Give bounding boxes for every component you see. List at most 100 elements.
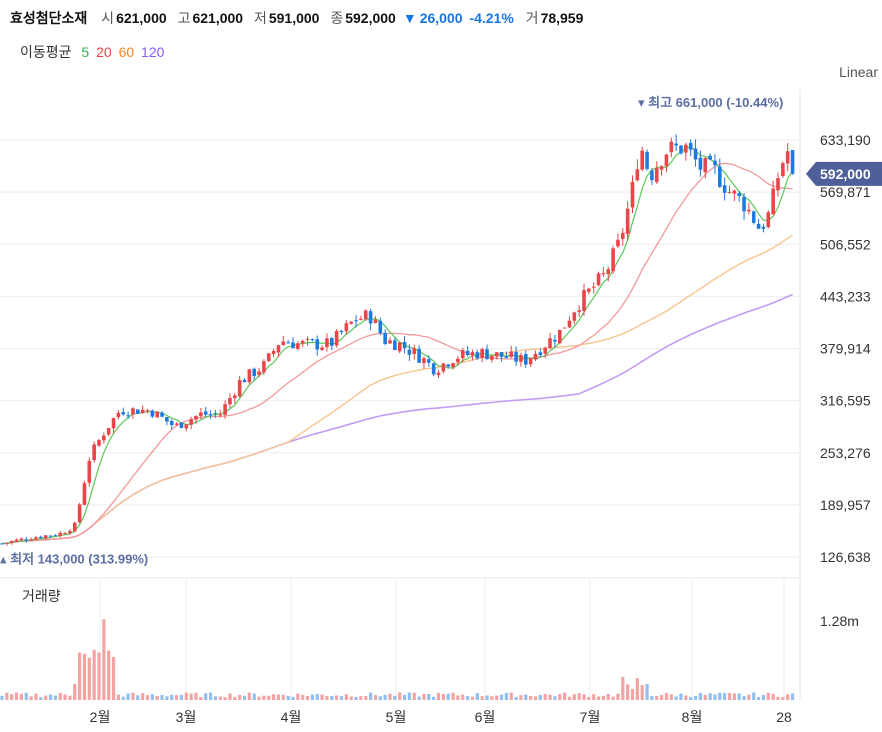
volume-bar [635, 678, 639, 700]
volume-bar [664, 692, 669, 700]
low-value: 591,000 [268, 10, 320, 26]
candle-body [504, 356, 509, 358]
moving-average-legend[interactable]: 이동평균 5 20 60 120 [20, 42, 167, 62]
volume-bar [727, 692, 732, 700]
volume-bar [771, 694, 775, 700]
candle-body [286, 342, 290, 344]
all-time-high-annotation: ▾ 최고 661,000 (-10.44%) [638, 95, 783, 110]
volume-bar [179, 694, 184, 700]
volume-bar [713, 694, 717, 700]
volume-bar [514, 697, 518, 700]
candle-body [334, 331, 339, 346]
high-value: 621,000 [192, 10, 244, 26]
open-value: 621,000 [116, 10, 167, 26]
volume-bar [29, 696, 33, 700]
moving-average-lines [1, 146, 794, 545]
volume-bar [97, 652, 101, 700]
candle-body [24, 539, 29, 541]
volume-bar [790, 693, 795, 700]
ma-120-label[interactable]: 120 [141, 44, 165, 60]
candle-body [136, 409, 140, 414]
candle-body [131, 408, 135, 415]
volume-bar [669, 694, 673, 700]
ma-5-label[interactable]: 5 [81, 44, 90, 60]
candle-body [606, 269, 611, 275]
candle-body [475, 352, 480, 359]
candle-body [499, 352, 504, 357]
volume-bar [427, 693, 431, 700]
candle-body [519, 354, 523, 362]
candle-body [97, 440, 101, 446]
candle-body [194, 415, 198, 420]
volume-bar [102, 619, 106, 700]
ma-5-line [1, 146, 794, 545]
candle-body [77, 504, 82, 523]
candle-body [92, 444, 96, 461]
volume-bar [742, 696, 746, 700]
candle-body [621, 232, 625, 239]
candle-body [422, 358, 426, 364]
candle-body [625, 208, 630, 234]
candle-body [436, 372, 441, 376]
candle-body [756, 223, 761, 229]
axes: 633,190 569,871 506,552 443,233 379,914 316,5… [22, 132, 871, 725]
volume-bar [436, 692, 441, 700]
volume-bar [723, 693, 727, 700]
y-tick-label: 126,638 [820, 549, 871, 565]
volume-title: 거래량 [22, 588, 61, 604]
volume-bar [44, 695, 48, 700]
volume-bar [305, 696, 310, 700]
scale-toggle[interactable]: Linear [839, 64, 878, 80]
volume-bar [281, 694, 285, 700]
volume-bar [407, 692, 411, 700]
volume-bar [432, 696, 436, 700]
volume-bar [703, 694, 707, 700]
candle-body [465, 350, 470, 356]
candle-body [669, 141, 674, 153]
candle-body [393, 340, 397, 351]
ma-20-label[interactable]: 20 [96, 44, 112, 60]
volume-bar [383, 694, 387, 700]
volume-bar [490, 696, 494, 700]
candle-body [766, 212, 771, 228]
volume-bar [524, 694, 528, 700]
volume-bar [373, 695, 378, 700]
volume-bar [73, 683, 77, 700]
volume-bar [630, 689, 635, 700]
candle-body [533, 353, 538, 360]
ma-60-label[interactable]: 60 [118, 44, 135, 60]
volume-bar [548, 694, 552, 700]
candle-body [514, 351, 518, 362]
candle-body [388, 340, 392, 344]
volume-bar [34, 693, 38, 700]
volume-bar [422, 693, 426, 700]
candle-body [140, 409, 145, 414]
moving-average-title: 이동평균 [20, 44, 72, 60]
volume-bar [272, 694, 276, 700]
volume-bar [718, 692, 722, 700]
candle-body [165, 416, 169, 422]
volume-bar [781, 697, 785, 700]
volume-bar [286, 695, 290, 700]
volume-bar [466, 696, 470, 700]
volume-bar [301, 694, 305, 700]
candle-body [742, 196, 746, 212]
candle-body [659, 166, 664, 170]
candle-body [407, 349, 412, 355]
candle-body [349, 321, 353, 324]
candle-body [722, 185, 727, 193]
volume-bar [111, 657, 116, 700]
volume-bar [325, 696, 329, 700]
volume-value: 78,959 [540, 10, 584, 26]
change-percent: -4.21% [469, 10, 514, 26]
volume-bar [708, 693, 712, 700]
candle-body [674, 143, 678, 146]
change-value: 26,000 [419, 10, 463, 26]
ma-20-line [1, 162, 793, 545]
candle-body [291, 342, 295, 349]
candle-body [330, 338, 334, 346]
volume-bar [0, 695, 4, 700]
volume-bar [674, 696, 678, 700]
candle-body [635, 169, 640, 181]
